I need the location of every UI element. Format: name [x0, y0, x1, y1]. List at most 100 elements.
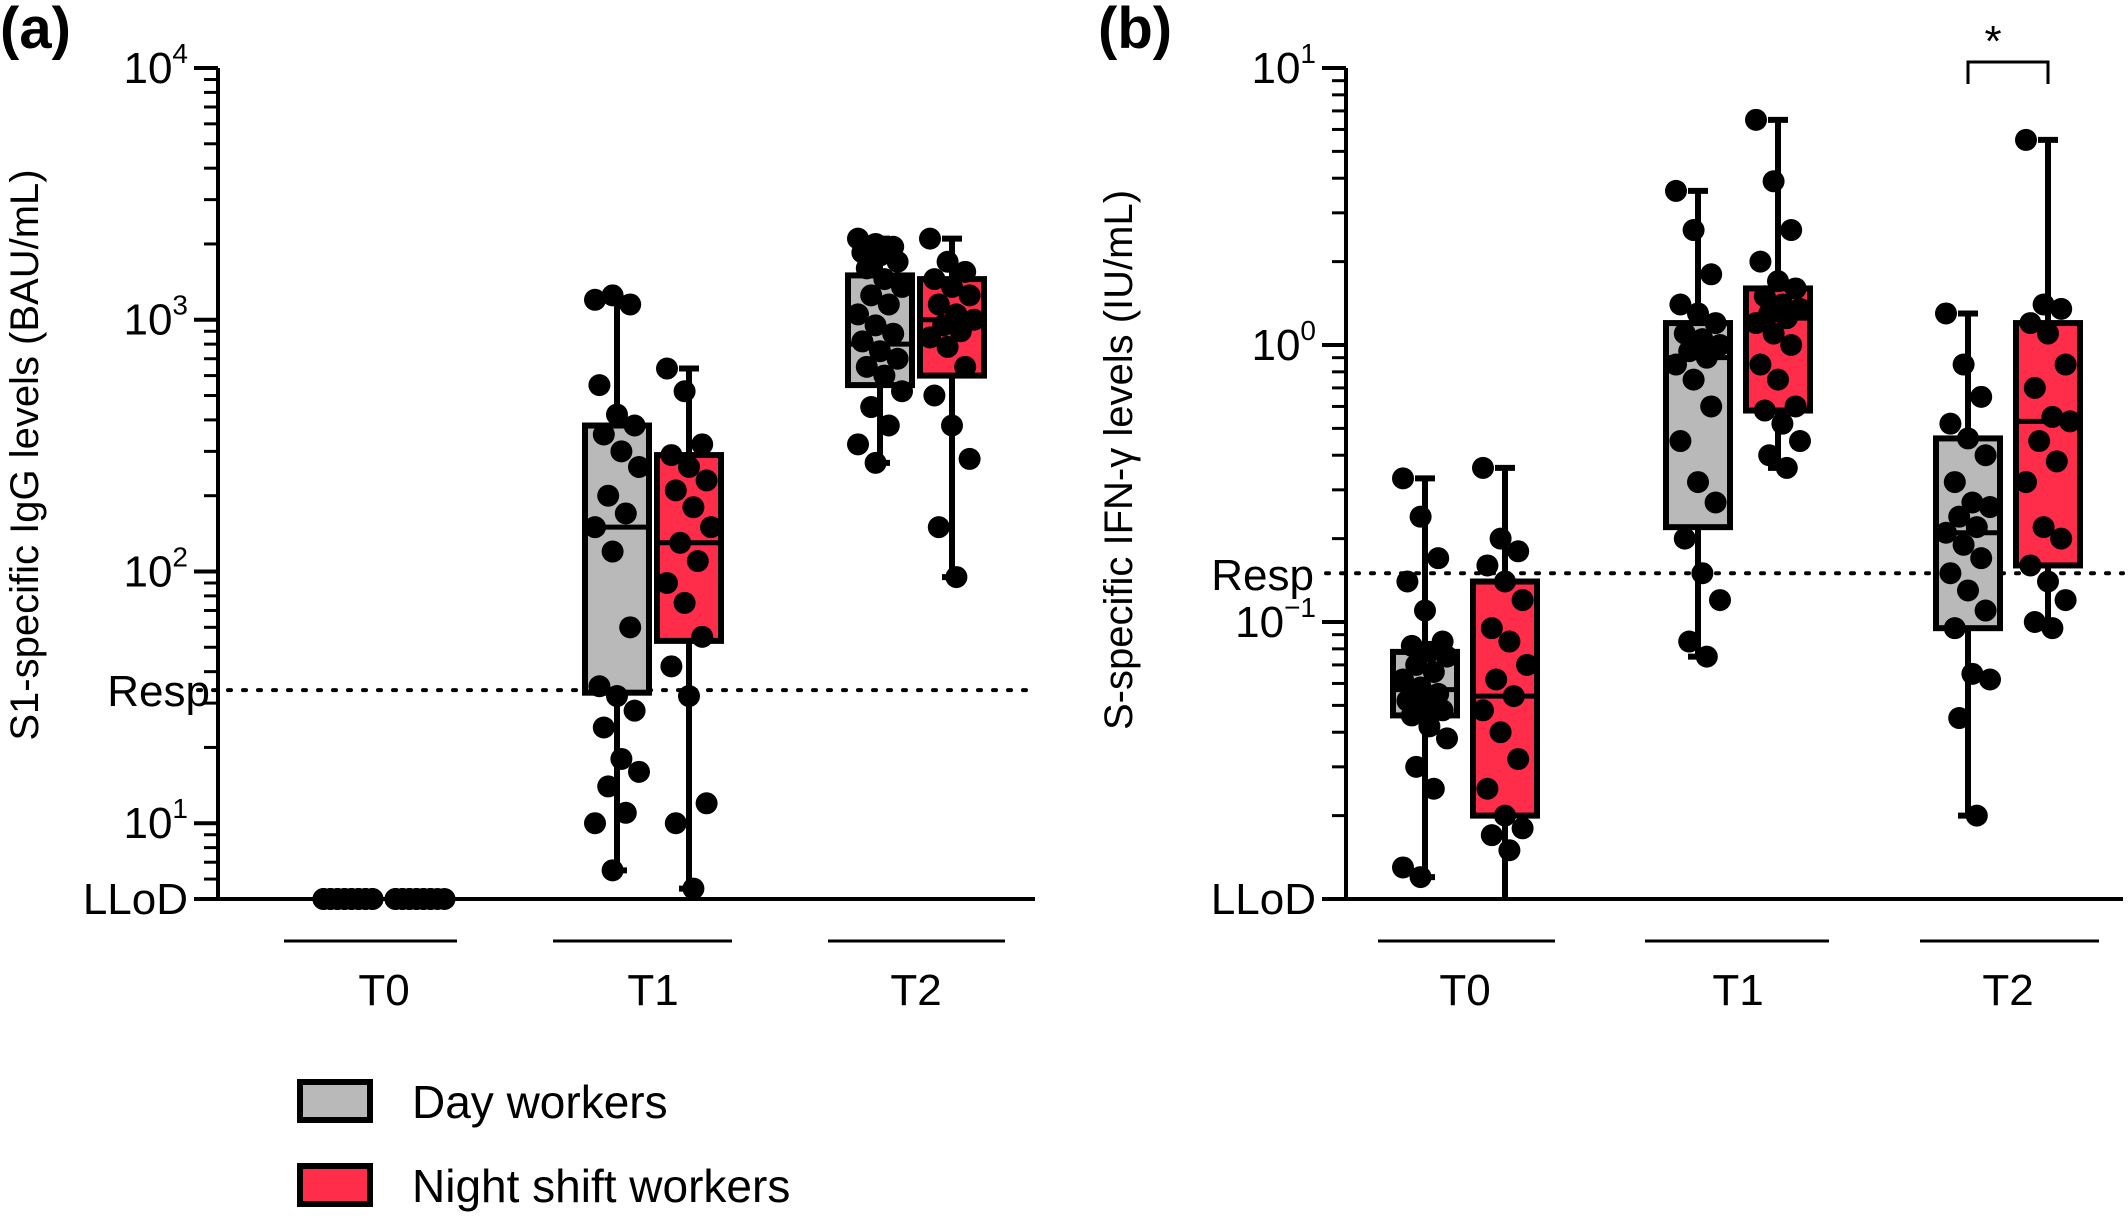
panel-b-t1-day-point	[1678, 630, 1701, 653]
panel-b-t2-day-point	[1943, 617, 1966, 640]
panel-a-t1-day-point	[623, 414, 646, 437]
panel-a-t1-day-point	[610, 747, 633, 770]
panel-a-t1-day-point	[619, 616, 642, 639]
panel-a-t1-day-point	[619, 293, 642, 316]
panel-b-tick-label: 10−1	[1235, 592, 1316, 647]
panel-b-t2-day-point	[1935, 521, 1957, 544]
panel-b-t2-day-point	[1952, 353, 1975, 376]
panel-b-t0-night-point	[1476, 554, 1499, 577]
panel-a-t2-night-point	[958, 447, 981, 470]
panel-b-t1-night-point	[1775, 307, 1798, 330]
panel-b-t0-day-point	[1427, 547, 1450, 570]
panel-b-t0-night-point	[1494, 804, 1516, 827]
panel-b-t1-night-point	[1758, 444, 1781, 467]
panel-a-t1-night-point	[695, 469, 718, 492]
panel-b-t0-day-point	[1418, 715, 1441, 738]
legend-day-label: Day workers	[412, 1076, 668, 1128]
panel-b-t2-night-point	[2054, 589, 2077, 612]
panel-a-t2-night-point	[927, 293, 950, 316]
panel-b-t1-day-point	[1695, 346, 1718, 369]
panel-a-resp-label: Resp	[107, 667, 210, 716]
panel-b-cat-t2: T2	[1982, 966, 2033, 1015]
panel-a-t1-day-point	[601, 284, 624, 307]
panel-a-t1-night-point	[660, 655, 683, 678]
panel-b-ylabel: S-specific IFN-γ levels (IU/mL)	[1097, 190, 1141, 730]
panel-a-t1-night-point	[664, 479, 687, 502]
panel-a-marks: LLoD 101 102 103 104	[83, 38, 1037, 943]
panel-b-t1-day-point	[1709, 589, 1731, 612]
panel-b-t0-day-point	[1422, 777, 1445, 800]
panel-a-t2-night-point	[954, 260, 977, 283]
panel-b-t0-day-point	[1400, 704, 1423, 727]
panel-b-t1-night-point	[1767, 368, 1789, 391]
panel-a-tick-label: 103	[123, 290, 188, 345]
panel-b-t1-day-point	[1669, 293, 1692, 316]
panel-a-t1-night-point	[664, 812, 687, 835]
panel-a-t1-night-point	[695, 792, 718, 815]
panel-a-t2-night-point	[941, 275, 963, 298]
panel-b-t0-day-point	[1422, 660, 1445, 683]
panel-b-t2-night-point	[2037, 322, 2059, 345]
panel-a-t1-night-point	[669, 531, 692, 554]
panel-a-t2-day-point	[851, 330, 874, 353]
panel-b-t2-night-point	[2015, 128, 2037, 151]
panel-a-t1-day-point	[610, 440, 633, 463]
panel-b-t1-day-point	[1704, 312, 1727, 335]
panel-b-t1-night-point	[1753, 399, 1776, 422]
panel-b-t1-day-point	[1682, 368, 1705, 391]
panel-a-t1-day-point	[592, 716, 615, 739]
panel-b-t0-day-point	[1392, 467, 1414, 490]
panel-b-t0-day-point	[1431, 699, 1454, 722]
panel-b-t1-day-point	[1682, 219, 1705, 242]
panel-b-t1-night-point	[1771, 412, 1794, 435]
panel-b-cat-t1: T1	[1712, 966, 1763, 1015]
panel-b-t2-night-point	[2054, 353, 2077, 376]
panel-b-t0-night-point	[1511, 817, 1534, 840]
panel-b-t2-day-point	[1948, 707, 1971, 730]
panel-a-t1-night-point	[686, 550, 709, 573]
panel-a-t1-night-point	[682, 877, 705, 900]
panel-b-t0-night-point	[1498, 839, 1521, 862]
panel-a-t1-day-point	[588, 374, 611, 397]
panel-b-t0-day-point	[1392, 668, 1414, 691]
panel-a-cat-t1: T1	[627, 966, 678, 1015]
panel-b-t0-night-point	[1494, 570, 1516, 593]
panel-b-t1-night-point	[1753, 285, 1776, 308]
panel-b-label: (b)	[1098, 0, 1172, 61]
panel-b-resp-label: Resp	[1211, 551, 1314, 600]
panel-b-t0-night-point	[1472, 456, 1494, 479]
panel-b-t1-night-point	[1780, 219, 1803, 242]
panel-b-t2-night-point	[2041, 405, 2064, 428]
panel-b-t1-day-point	[1678, 340, 1701, 363]
panel-a-t2-day-point	[847, 433, 869, 456]
panel-b-t2-night-point	[2019, 554, 2042, 577]
panel-b-t1-day-point	[1687, 471, 1709, 494]
panel-b-t0-night-point	[1489, 721, 1512, 744]
panel-a-tick-label: LLoD	[83, 875, 188, 924]
panel-a-t0-day-point	[361, 888, 384, 910]
panel-b-t1-night-point	[1784, 395, 1807, 418]
panel-b-t2-night-point	[2041, 617, 2064, 640]
panel-a-t2-day-point	[869, 340, 891, 363]
panel-a-t1-day-point	[606, 685, 628, 708]
panel-b-t1-day-point	[1695, 645, 1718, 668]
panel-a-t2-night-point	[936, 250, 959, 273]
panel-b-t0-night-point	[1485, 668, 1508, 691]
panel-b-t0-day-point	[1414, 599, 1436, 622]
panel-a-t1-day-point	[584, 516, 606, 539]
panel-a-t2-night-point	[958, 284, 981, 307]
panel-b-t0-day-point	[1392, 856, 1414, 879]
panel-b-t0-night-point	[1511, 589, 1534, 612]
panel-b-t2-day-point	[1957, 579, 1979, 602]
panel-a-t2-day-point	[873, 364, 896, 387]
panel-a-t1-night-point	[691, 433, 714, 456]
panel-a-t2-day-point	[882, 322, 905, 345]
panel-a-t2-day-point	[891, 275, 913, 298]
panel-b-t2-night-point	[2023, 611, 2046, 633]
panel-a-t2-day-point	[864, 314, 887, 337]
panel-b-t0-day-point	[1409, 505, 1432, 528]
panel-b-t2-night-point	[2037, 570, 2059, 593]
panel-b-t0-day-point	[1409, 866, 1432, 889]
panel-a-t2-day-point	[860, 396, 883, 419]
